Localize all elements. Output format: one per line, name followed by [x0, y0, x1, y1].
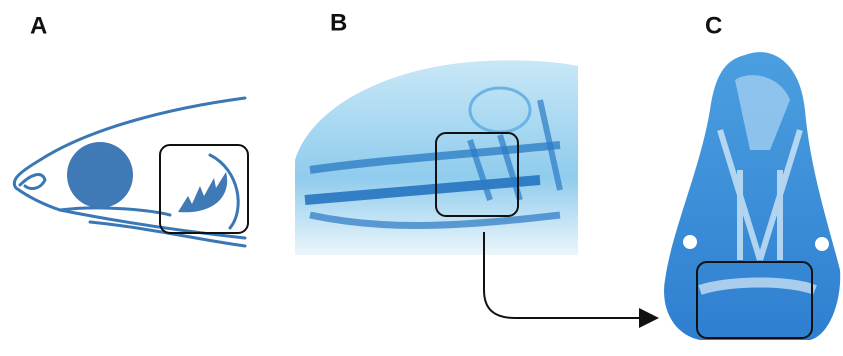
panel-b — [295, 60, 578, 255]
panel-label: B — [330, 9, 347, 36]
panel-label: C — [705, 12, 722, 39]
eye — [67, 142, 133, 208]
teeth — [178, 172, 227, 212]
figure: A B C — [0, 0, 843, 356]
panel-c — [664, 52, 840, 340]
panel-label: A — [30, 12, 47, 39]
jaw — [20, 175, 45, 189]
